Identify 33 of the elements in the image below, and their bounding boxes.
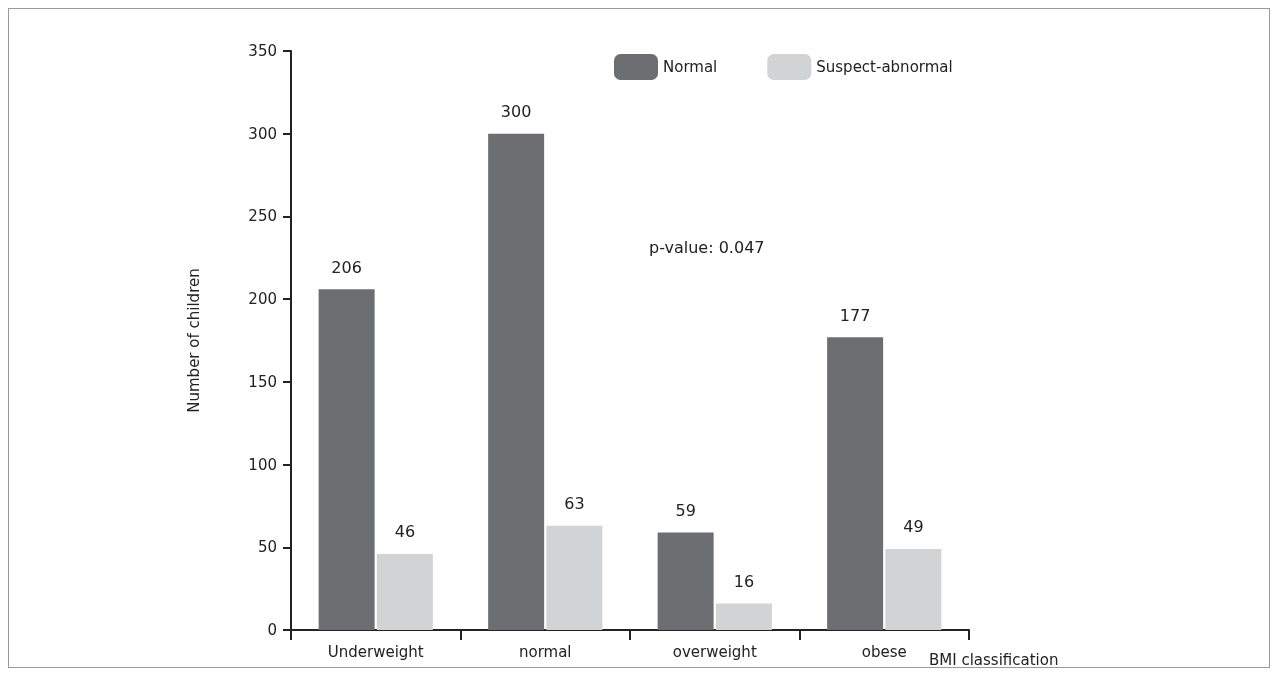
y-tick-label: 300 <box>248 124 277 143</box>
bar <box>318 289 375 630</box>
bar <box>657 532 714 630</box>
data-label: 16 <box>733 572 755 592</box>
y-axis-title: Number of children <box>184 268 203 413</box>
data-label: 206 <box>331 257 362 277</box>
y-tick-label: 350 <box>248 42 277 60</box>
legend-label: Normal <box>663 58 718 76</box>
x-axis-title: BMI classification <box>929 650 1059 669</box>
data-label: 46 <box>394 522 416 542</box>
y-tick-label: 150 <box>248 372 277 391</box>
data-label: 49 <box>903 517 924 537</box>
x-tick-label: normal <box>518 642 572 661</box>
legend-label: Suspect-abnormal <box>816 58 953 76</box>
data-label: 59 <box>675 500 696 520</box>
bar <box>827 337 884 630</box>
bar <box>715 603 772 630</box>
data-label: 63 <box>564 494 585 514</box>
x-tick-label: Underweight <box>327 642 424 661</box>
y-tick-label: 100 <box>248 455 277 474</box>
y-tick-label: 250 <box>248 207 277 226</box>
bar <box>488 133 545 630</box>
bar <box>885 548 942 630</box>
data-label: 300 <box>500 102 532 122</box>
bar <box>546 525 603 630</box>
y-tick-label: 50 <box>257 538 277 557</box>
y-tick-label: 0 <box>267 621 277 639</box>
annotation: p-value: 0.047 <box>649 237 765 257</box>
data-label: 177 <box>839 305 871 325</box>
bar <box>376 553 433 630</box>
y-tick-label: 200 <box>248 290 277 309</box>
x-tick-label: overweight <box>672 642 757 661</box>
x-tick-label: obese <box>861 642 907 661</box>
